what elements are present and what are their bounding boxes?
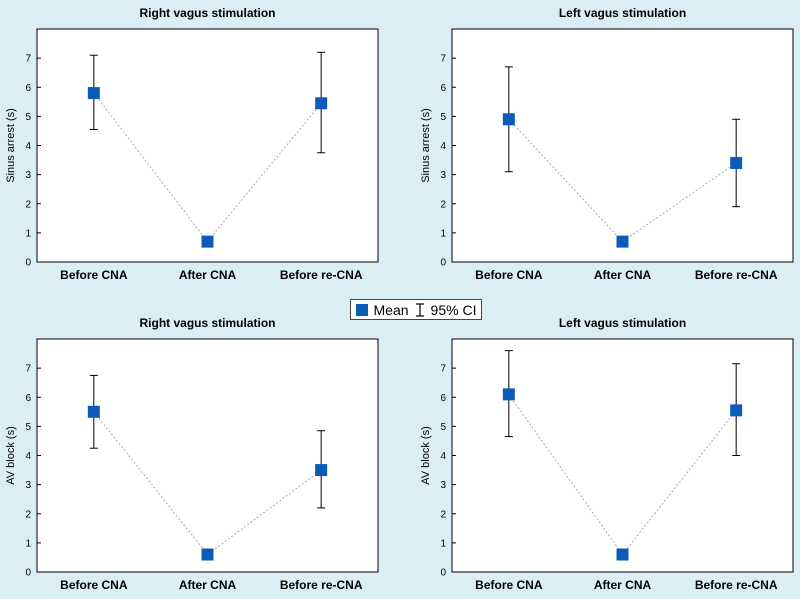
chart-panel: Left vagus stimulation Sinus arrest (s) 0 1… [420, 6, 794, 282]
y-tick-label: 6 [25, 83, 31, 94]
x-tick-label: Before CNA [60, 268, 128, 282]
plot-area [451, 28, 794, 263]
y-tick-label: 1 [440, 228, 446, 239]
y-tick-label: 4 [440, 451, 446, 462]
y-tick-label: 3 [440, 170, 446, 181]
x-tick-label: Before re-CNA [695, 578, 778, 592]
mean-point [201, 548, 214, 561]
y-tick-label: 2 [25, 509, 31, 520]
y-tick-label: 1 [440, 538, 446, 549]
mean-point [87, 405, 100, 418]
legend-mean-label: Mean [373, 301, 409, 318]
chart-title: Left vagus stimulation [559, 6, 686, 20]
y-tick-label: 4 [25, 141, 31, 152]
y-tick-label: 4 [440, 141, 446, 152]
y-tick-label: 1 [25, 228, 31, 239]
chart-title: Right vagus stimulation [139, 6, 275, 20]
mean-point [616, 548, 629, 561]
y-tick-label: 3 [440, 480, 446, 491]
plot-area [36, 28, 379, 263]
y-tick-label: 6 [25, 393, 31, 404]
x-tick-label: Before CNA [475, 578, 543, 592]
chart-panel: Left vagus stimulation AV block (s) 0 1 2 3 4 5… [420, 316, 794, 592]
y-tick-label: 5 [25, 112, 31, 123]
y-tick-label: 5 [440, 422, 446, 433]
y-axis-label: AV block (s) [420, 426, 432, 484]
x-tick-label: Before CNA [475, 268, 543, 282]
y-tick-label: 7 [25, 54, 31, 65]
y-tick-label: 7 [25, 364, 31, 375]
y-tick-label: 7 [440, 54, 446, 65]
y-tick-label: 0 [440, 568, 446, 579]
ci-whisker-icon [415, 302, 424, 317]
mean-point [502, 388, 515, 401]
x-tick-label: Before re-CNA [695, 268, 778, 282]
mean-point [502, 113, 515, 126]
y-tick-label: 2 [440, 509, 446, 520]
mean-point [616, 235, 629, 248]
x-tick-label: After CNA [179, 578, 237, 592]
plot-area [36, 338, 379, 573]
y-tick-label: 3 [25, 480, 31, 491]
legend-ci-label: 95% CI [430, 301, 477, 318]
y-tick-label: 0 [25, 258, 31, 269]
y-tick-label: 0 [25, 568, 31, 579]
mean-point [201, 235, 214, 248]
x-tick-label: Before CNA [60, 578, 128, 592]
mean-point [87, 87, 100, 100]
x-tick-label: Before re-CNA [280, 268, 363, 282]
mean-point [315, 97, 328, 110]
y-tick-label: 6 [440, 393, 446, 404]
chart-panel: Right vagus stimulation AV block (s) 0 1 2 3 4… [5, 316, 379, 592]
y-tick-label: 5 [25, 422, 31, 433]
x-tick-label: After CNA [594, 268, 652, 282]
y-tick-label: 5 [440, 112, 446, 123]
chart-panel: Right vagus stimulation Sinus arrest (s) 0… [5, 6, 379, 282]
y-tick-label: 6 [440, 83, 446, 94]
y-tick-label: 2 [25, 199, 31, 210]
series-connector [93, 411, 322, 556]
y-tick-label: 2 [440, 199, 446, 210]
y-axis-label: Sinus arrest (s) [5, 108, 17, 183]
x-tick-label: Before re-CNA [280, 578, 363, 592]
y-axis-label: AV block (s) [5, 426, 17, 484]
y-axis-label: Sinus arrest (s) [420, 108, 432, 183]
mean-point [315, 464, 328, 477]
y-tick-label: 4 [25, 451, 31, 462]
mean-point [730, 404, 743, 417]
mean-point [730, 156, 743, 169]
y-tick-label: 1 [25, 538, 31, 549]
x-tick-label: After CNA [594, 578, 652, 592]
mean-marker-icon [355, 303, 368, 316]
x-tick-label: After CNA [179, 268, 237, 282]
chart-title: Left vagus stimulation [559, 316, 686, 330]
plot-area [451, 338, 794, 573]
chart-title: Right vagus stimulation [139, 316, 275, 330]
legend: Mean 95% CI [350, 299, 482, 320]
y-tick-label: 3 [25, 170, 31, 181]
y-tick-label: 0 [440, 258, 446, 269]
y-tick-label: 7 [440, 364, 446, 375]
